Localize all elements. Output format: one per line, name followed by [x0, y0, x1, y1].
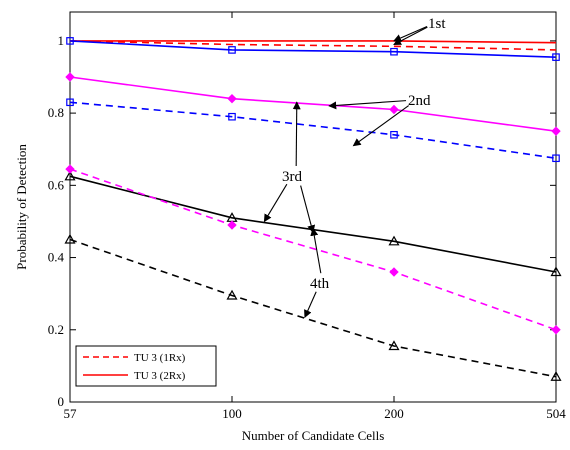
data-point — [389, 104, 399, 115]
data-point — [390, 130, 398, 139]
data-point — [551, 325, 561, 335]
data-point — [551, 126, 561, 136]
x-tick-label: 100 — [222, 406, 242, 421]
data-point — [388, 340, 400, 351]
series-line-1st-1Rx — [69, 40, 557, 51]
data-point — [226, 289, 238, 300]
data-point — [552, 154, 560, 163]
data-point — [552, 53, 560, 61]
x-axis: 57 100 200 504 — [64, 12, 566, 421]
y-tick-label: 0 — [58, 394, 65, 409]
x-tick-label: 200 — [384, 406, 404, 421]
data-point — [550, 370, 562, 381]
annotation-arrow — [263, 183, 288, 223]
x-tick-label: 57 — [64, 406, 78, 421]
series-line-2nd-1Rx — [69, 101, 557, 160]
legend-label-2rx: TU 3 (2Rx) — [134, 370, 186, 382]
y-axis: 0 0.2 0.4 0.6 0.8 1 — [48, 33, 556, 409]
y-tick-label: 0.4 — [48, 250, 65, 265]
data-point — [228, 46, 236, 54]
legend: TU 3 (1Rx) TU 3 (2Rx) — [75, 345, 217, 387]
data-point — [227, 220, 237, 230]
y-axis-label: Probability of Detection — [14, 144, 29, 270]
data-point — [388, 235, 400, 246]
data-point — [227, 93, 237, 104]
annotation-arrow — [310, 227, 322, 274]
y-tick-label: 0.8 — [48, 105, 64, 120]
data-point — [64, 170, 76, 181]
series-line-2nd-2Rx — [69, 76, 557, 132]
annotation-arrow — [328, 100, 407, 110]
series-line-3rd-1Rx — [69, 168, 557, 331]
x-tick-label: 504 — [546, 406, 566, 421]
annotation-arrow — [304, 291, 317, 319]
x-axis-label: Number of Candidate Cells — [242, 428, 385, 443]
legend-box — [75, 345, 217, 387]
data-point — [66, 98, 74, 107]
annotation-arrow — [393, 26, 428, 45]
annotation-label-4th: 4th — [310, 276, 330, 292]
data-point — [390, 47, 398, 56]
series-line-4th-1Rx — [69, 238, 557, 378]
y-tick-label: 0.6 — [48, 177, 65, 192]
annotation-arrow — [292, 101, 301, 167]
y-tick-label: 1 — [58, 33, 65, 48]
data-point — [228, 112, 236, 121]
data-point — [65, 164, 75, 174]
legend-label-1rx: TU 3 (1Rx) — [134, 352, 186, 364]
annotations: 1st 2nd 3rd 4th — [263, 16, 446, 319]
data-point — [550, 266, 562, 277]
plot-area — [69, 11, 557, 403]
annotation-label-3rd: 3rd — [282, 169, 302, 185]
data-point — [64, 233, 76, 244]
annotation-arrow — [300, 185, 316, 234]
annotation-label-2nd: 2nd — [408, 93, 431, 109]
data-point — [389, 267, 399, 277]
series-line-1st-2Rx — [69, 40, 557, 58]
y-tick-label: 0.2 — [48, 322, 64, 337]
data-point — [66, 37, 74, 45]
data-point — [65, 72, 75, 82]
annotation-label-1st: 1st — [428, 16, 446, 32]
annotation-arrow — [352, 105, 410, 147]
series-line-1st-2Rx — [70, 40, 557, 44]
